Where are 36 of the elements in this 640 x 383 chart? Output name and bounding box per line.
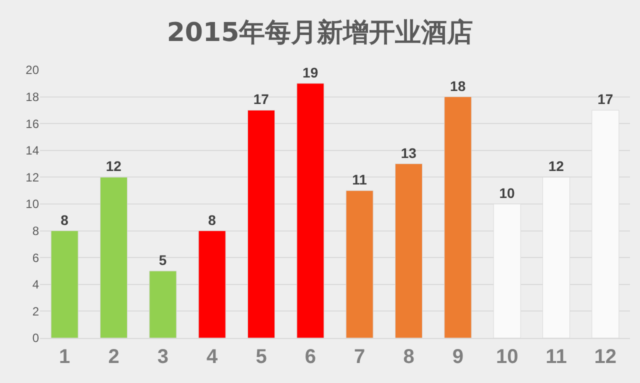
y-tick-label: 10 [26,197,40,212]
data-label: 5 [158,252,167,268]
y-tick-label: 16 [26,116,40,131]
y-tick-label: 6 [32,250,40,265]
x-tick-label: 4 [206,346,219,368]
data-label: 11 [352,172,368,188]
y-tick-label: 14 [26,144,40,158]
y-tick-label: 12 [26,170,40,184]
x-tick-label: 8 [403,346,414,368]
chart-title: 2015年每月新增开业酒店 [166,18,474,48]
data-label: 12 [106,158,122,174]
data-label: 17 [598,91,614,108]
data-label: 18 [450,78,466,94]
x-tick-label: 10 [496,346,518,368]
y-tick-label: 0 [32,331,40,346]
y-tick-label: 2 [32,304,40,318]
x-tick-label: 9 [452,346,464,368]
data-label: 19 [302,64,318,80]
x-tick-label: 6 [304,346,316,368]
data-label: 8 [208,212,216,228]
y-tick-label: 4 [32,278,40,292]
data-label: 17 [253,91,270,108]
data-label: 8 [60,212,69,228]
x-tick-label: 2 [108,346,120,368]
y-tick-label: 8 [32,224,40,238]
y-tick-label: 18 [26,90,40,104]
x-tick-label: 1 [59,346,70,368]
data-label: 13 [400,144,417,161]
x-tick-label: 7 [354,346,366,368]
y-tick-label: 20 [26,63,40,78]
x-tick-label: 3 [157,346,168,368]
x-tick-label: 5 [256,346,267,368]
data-label: 12 [548,158,564,174]
data-label: 10 [499,185,515,201]
x-tick-label: 12 [594,346,617,368]
x-tick-label: 11 [546,346,567,368]
